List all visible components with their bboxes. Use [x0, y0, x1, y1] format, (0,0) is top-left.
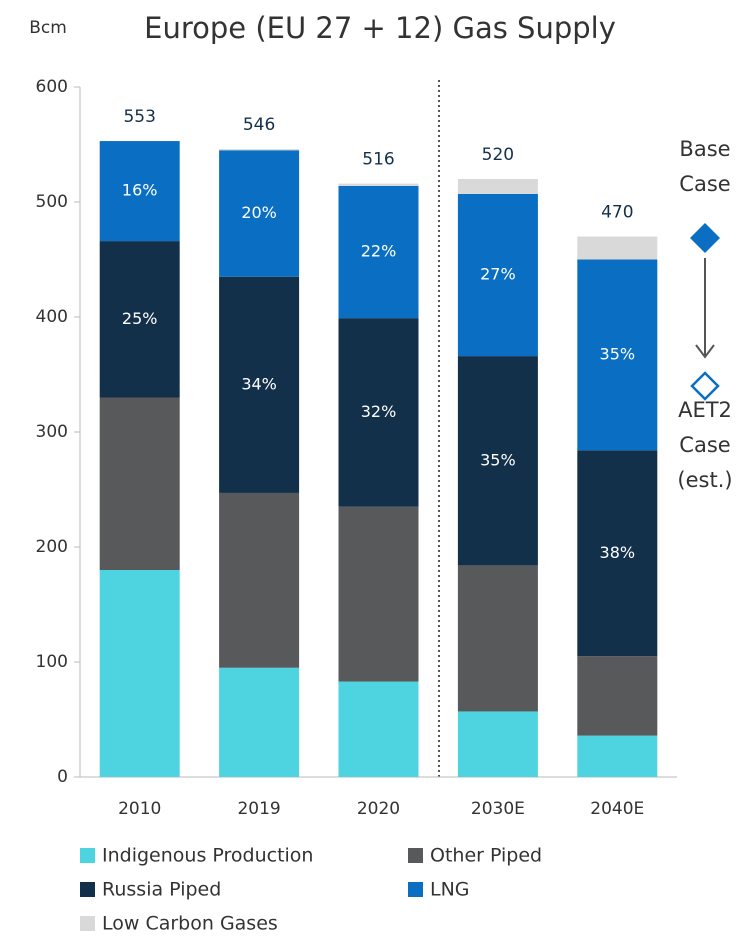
legend-swatch [408, 848, 423, 863]
legend-swatch [408, 882, 423, 897]
x-tick-label: 2020 [357, 799, 400, 819]
bar-segment [457, 565, 538, 712]
base-diamond [690, 223, 720, 253]
y-tick-label: 100 [36, 652, 68, 672]
bar-segment [577, 259, 658, 451]
value-label: 34% [241, 374, 277, 393]
x-tick-label: 2030E [471, 799, 525, 819]
total-label: 553 [123, 107, 155, 127]
annotation: Base [679, 137, 730, 161]
legend-swatch [80, 848, 95, 863]
legend-label: Low Carbon Gases [102, 913, 278, 935]
y-tick-label: 500 [36, 192, 68, 212]
bar-segment [338, 183, 419, 186]
y-tick-label: 400 [36, 307, 68, 327]
value-label: 32% [361, 402, 397, 421]
bar-segment [457, 193, 538, 357]
value-label: 22% [361, 242, 397, 261]
bar-segment [577, 450, 658, 657]
total-label: 470 [601, 203, 633, 223]
chart-title: Europe (EU 27 + 12) Gas Supply [144, 11, 616, 45]
bar-segment [219, 149, 300, 151]
total-label: 546 [243, 115, 275, 135]
value-label: 16% [122, 181, 158, 200]
value-label: 35% [600, 344, 636, 363]
y-tick-label: 0 [57, 767, 68, 787]
value-label: 20% [241, 203, 277, 222]
bar-segment [99, 241, 180, 398]
x-tick-label: 2010 [118, 799, 161, 819]
legend-swatch [80, 916, 95, 931]
bar-segment [219, 276, 300, 493]
annotation: (est.) [677, 468, 732, 492]
total-label: 516 [362, 150, 394, 170]
bar-segment [457, 179, 538, 194]
bar-segment [338, 681, 419, 777]
annotation: AET2 [678, 398, 732, 422]
bar-segment [457, 356, 538, 566]
total-label: 520 [482, 145, 514, 165]
y-tick-label: 300 [36, 422, 68, 442]
bar-segment [219, 492, 300, 668]
value-label: 27% [480, 265, 516, 284]
annotation: Case [679, 433, 730, 457]
x-tick-label: 2019 [237, 799, 280, 819]
bar-segment [577, 735, 658, 777]
legend-swatch [80, 882, 95, 897]
bar-segment [338, 185, 419, 319]
bar-segment [99, 397, 180, 570]
legend-label: Indigenous Production [102, 845, 313, 867]
legend-label: LNG [430, 879, 470, 901]
value-label: 35% [480, 450, 516, 469]
bar-segment [338, 506, 419, 682]
bar-segment [99, 570, 180, 777]
bar-segment [338, 318, 419, 507]
bar-segment [577, 656, 658, 736]
annotation: Case [679, 172, 730, 196]
aet2-diamond [690, 371, 720, 401]
legend-label: Other Piped [430, 845, 542, 867]
bar-segment [457, 711, 538, 777]
value-label: 38% [600, 543, 636, 562]
bar-segment [577, 236, 658, 260]
arrow-head [695, 344, 715, 359]
bar-segment [99, 141, 180, 242]
x-tick-label: 2040E [590, 799, 644, 819]
legend-label: Russia Piped [102, 879, 221, 901]
y-tick-label: 200 [36, 537, 68, 557]
y-tick-label: 600 [36, 77, 68, 97]
y-unit: Bcm [29, 18, 67, 38]
bar-segment [219, 150, 300, 277]
value-label: 25% [122, 309, 158, 328]
bar-segment [219, 667, 300, 777]
